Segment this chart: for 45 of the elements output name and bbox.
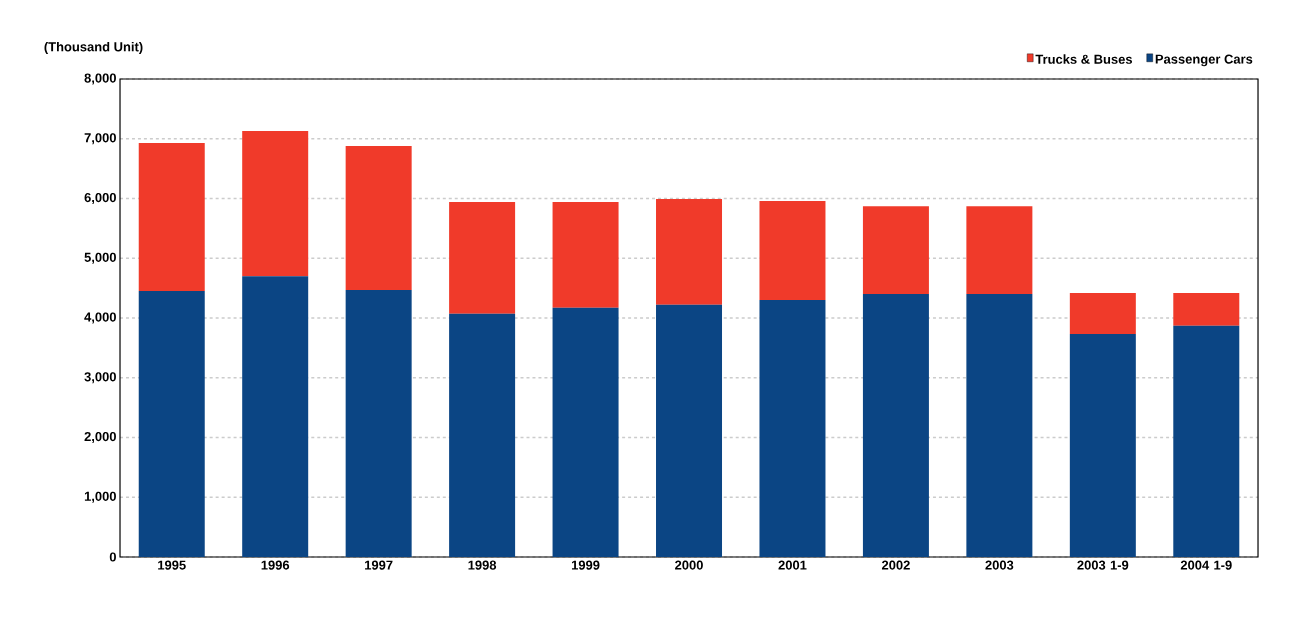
bar bbox=[242, 130, 309, 277]
bar bbox=[862, 294, 929, 557]
x-tick-label: 2002 bbox=[881, 560, 910, 570]
bar bbox=[759, 200, 826, 301]
y-tick-label: 8,000 bbox=[84, 73, 116, 85]
bar bbox=[1173, 292, 1240, 326]
y-tick-label: 2,000 bbox=[84, 431, 116, 444]
bar bbox=[1173, 325, 1240, 557]
bar bbox=[552, 202, 619, 308]
x-tick-label: 2003 1-9 bbox=[1077, 560, 1129, 570]
x-tick-label: 1996 bbox=[261, 560, 290, 570]
x-tick-label: 1999 bbox=[571, 560, 600, 570]
bar bbox=[345, 145, 412, 290]
y-tick-label: 4,000 bbox=[84, 312, 116, 324]
legend-label: Passenger Cars bbox=[1155, 54, 1253, 67]
bar bbox=[656, 304, 723, 557]
y-tick-label: 3,000 bbox=[84, 372, 116, 384]
bar bbox=[1069, 292, 1136, 335]
bar bbox=[656, 199, 723, 305]
y-tick-label: 7,000 bbox=[84, 133, 116, 145]
bar bbox=[138, 291, 205, 557]
y-tick-label: 1,000 bbox=[84, 491, 116, 503]
bar bbox=[759, 300, 826, 557]
x-tick-label: 1997 bbox=[365, 560, 393, 570]
y-tick-label: 0 bbox=[109, 552, 116, 562]
bar bbox=[345, 289, 412, 557]
x-tick-label: 1995 bbox=[158, 560, 186, 570]
bar bbox=[449, 202, 516, 314]
x-tick-label: 2003 bbox=[985, 560, 1014, 570]
bar bbox=[242, 276, 309, 557]
x-tick-label: 1998 bbox=[468, 560, 497, 570]
y-axis-title: (Thousand Unit) bbox=[44, 41, 143, 54]
bar bbox=[449, 313, 516, 557]
bar bbox=[862, 206, 929, 295]
x-tick-label: 2004 1-9 bbox=[1180, 560, 1232, 570]
bar bbox=[966, 294, 1033, 557]
bar bbox=[966, 206, 1033, 295]
x-tick-label: 2000 bbox=[675, 560, 703, 570]
bar bbox=[138, 142, 205, 292]
y-tick-label: 5,000 bbox=[84, 252, 116, 264]
y-tick-label: 6,000 bbox=[84, 192, 116, 205]
bar bbox=[552, 307, 619, 557]
bar bbox=[1069, 334, 1136, 557]
legend-label: Trucks & Buses bbox=[1035, 54, 1133, 64]
x-tick-label: 2001 bbox=[778, 560, 807, 570]
